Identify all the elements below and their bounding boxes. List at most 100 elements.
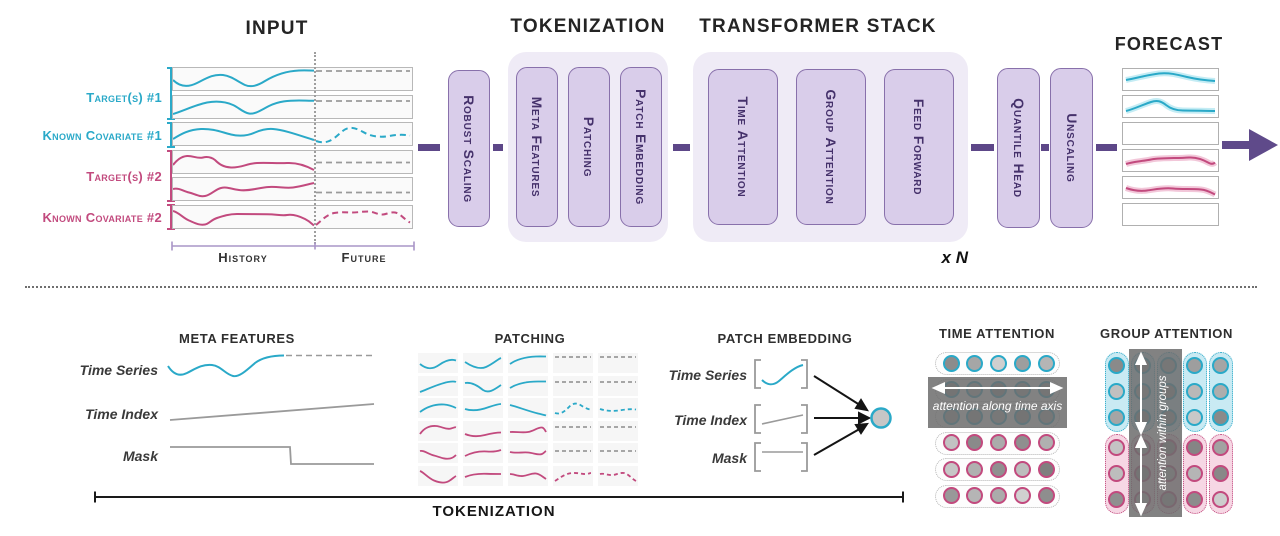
forecast-plot-target2a (1122, 149, 1219, 172)
embed-arrows (813, 375, 872, 456)
token-circle (1108, 382, 1125, 400)
patch-cell (463, 420, 503, 441)
patch-cell (508, 375, 548, 396)
history-axis-label: History (218, 250, 268, 265)
token-circle (942, 460, 960, 478)
embed-brackets (754, 359, 808, 472)
token-circle (966, 434, 984, 451)
label-known-covariate2: Known Covariate #2 (42, 210, 162, 225)
time-attention-token-row (935, 484, 1060, 508)
section-separator (25, 286, 1257, 288)
forecast-plot-empty1 (1122, 122, 1219, 145)
connector-tokenization-transformer (673, 144, 690, 151)
input-title: INPUT (245, 18, 309, 39)
patch-cell (418, 353, 458, 373)
time-attention-token-row (935, 431, 1060, 455)
time-attention-detail-title: TIME ATTENTION (939, 326, 1055, 341)
patch-cell (418, 420, 458, 441)
token-circle (1186, 438, 1203, 456)
forecast-plot-empty2 (1122, 203, 1219, 226)
patch-cell (508, 443, 548, 463)
token-circle (942, 434, 960, 451)
token-circle (1037, 460, 1055, 478)
token-circle (1013, 487, 1031, 504)
tokenization-title: TOKENIZATION (510, 16, 666, 37)
token-circle (1108, 438, 1125, 456)
group-column-targets1 (1105, 352, 1129, 432)
forecast-plot-target1b (1122, 95, 1219, 118)
patch-cell (553, 375, 593, 396)
token-circle (1212, 438, 1229, 456)
token-circle (966, 460, 984, 478)
patch-cell (418, 465, 458, 486)
patch-cell (598, 420, 638, 441)
token-circle (966, 354, 984, 372)
transformer-stack-title: TRANSFORMER STACK (699, 16, 937, 37)
token-circle (1037, 434, 1055, 451)
transformer-container: Time Attention Group Attention Feed Forw… (693, 52, 968, 242)
patch-cell (508, 398, 548, 418)
label-known-covariate1: Known Covariate #1 (42, 128, 162, 143)
stage-group-attention-label: Group Attention (823, 89, 839, 205)
token-circle (1013, 434, 1031, 451)
input-plot-covariate1 (172, 122, 413, 146)
stage-patch-embedding-label: Patch Embedding (633, 88, 649, 206)
token-circle (942, 487, 960, 504)
stage-unscaling: Unscaling (1050, 68, 1093, 228)
stage-group-attention: Group Attention (796, 69, 866, 225)
stage-unscaling-label: Unscaling (1063, 113, 1080, 183)
patch-cell (508, 420, 548, 441)
token-circle (990, 434, 1007, 451)
group-axis-arrows-icon (1134, 351, 1148, 517)
patch-cell (553, 398, 593, 418)
input-plot-target1b (172, 94, 413, 119)
stage-robust-scaling: Robust Scaling (448, 70, 490, 227)
group-column-targets1 (1209, 352, 1233, 432)
patching-detail-title: PATCHING (494, 331, 566, 346)
future-axis-label: Future (341, 250, 387, 265)
token-circle (1212, 464, 1229, 482)
connector-scaling-tokenization (493, 144, 503, 151)
time-attention-token-row (935, 458, 1060, 481)
stage-time-attention-label: Time Attention (735, 96, 751, 198)
embed-row-mask: Mask (711, 450, 747, 466)
meta-features-graphic (167, 354, 375, 465)
patch-cell (508, 353, 548, 373)
patch-cell (553, 465, 593, 486)
history-future-divider (314, 52, 316, 244)
group-column-targets2 (1209, 434, 1233, 514)
token-circle (1212, 408, 1229, 426)
token-circle (1212, 490, 1229, 508)
patch-cell (553, 443, 593, 463)
group-column-targets2 (1105, 434, 1129, 514)
patch-cell (463, 375, 503, 396)
group-column-targets1 (1183, 352, 1207, 432)
embed-time-series-patch (761, 364, 804, 386)
patch-cell (418, 375, 458, 396)
stage-robust-scaling-label: Robust Scaling (461, 94, 477, 203)
patch-cell (553, 353, 593, 373)
input-plot-target2a (172, 149, 413, 174)
label-target2: Target(s) #2 (86, 169, 162, 184)
meta-row-time-index: Time Index (85, 406, 158, 422)
group-column-targets2 (1183, 434, 1207, 514)
embed-row-time-index: Time Index (674, 412, 747, 428)
connector-unscaling-forecast (1096, 144, 1117, 151)
meta-time-series-curve (167, 354, 285, 378)
stage-feed-forward-label: Feed Forward (911, 98, 927, 196)
input-plot-target2b (172, 177, 413, 201)
patch-cell (463, 443, 503, 463)
patch-cell (463, 353, 503, 373)
token-circle (1108, 356, 1125, 374)
embed-row-time-series: Time Series (668, 367, 747, 383)
token-circle (1212, 382, 1229, 400)
token-circle (966, 487, 984, 504)
time-attention-overlay: attention along time axis (928, 377, 1067, 428)
token-circle (990, 460, 1007, 478)
meta-features-detail-title: META FEATURES (179, 331, 295, 346)
patch-cell (553, 420, 593, 441)
meta-row-time-series: Time Series (79, 362, 158, 378)
repeat-n-label: x N (941, 248, 968, 267)
token-circle (1186, 408, 1203, 426)
token-circle (1186, 356, 1203, 374)
